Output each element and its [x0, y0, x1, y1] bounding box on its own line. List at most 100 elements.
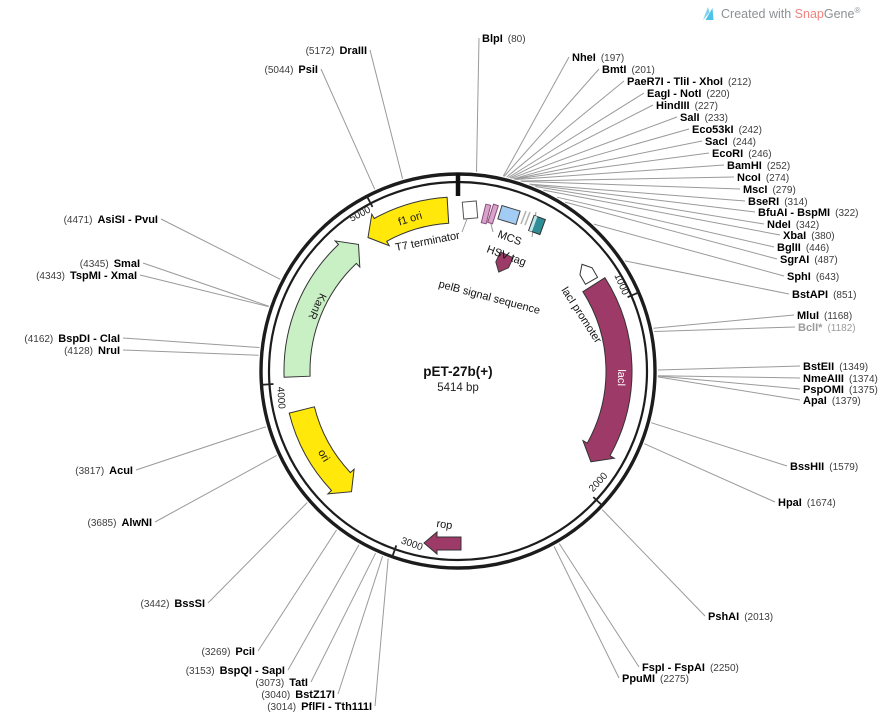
site-leader-line	[553, 546, 620, 679]
site-nhei: NheI (197)	[572, 52, 624, 64]
site-leader-line	[139, 274, 269, 308]
feature-tag-box	[527, 214, 547, 236]
site-leader-line	[310, 552, 377, 683]
tick-mark	[365, 194, 374, 208]
site-leader-line	[530, 184, 756, 213]
site-ncoi: NcoI (274)	[737, 172, 789, 184]
site-leader-line	[521, 180, 741, 190]
site-leader-line	[564, 201, 778, 260]
tick-mark	[627, 291, 640, 299]
site-leader-line	[509, 104, 654, 179]
site-bstz17i: (3040) BstZ17I	[261, 689, 335, 701]
site-ndei: NdeI (342)	[767, 219, 819, 231]
site-bspqi-sapi: (3153) BspQI - SapI	[186, 665, 285, 677]
feature-f1-ori	[367, 196, 450, 247]
feature-laci-promoter-arrow	[579, 263, 599, 285]
tick-label: 4000	[274, 386, 287, 409]
feature-hsv-tag-box	[497, 204, 521, 226]
site-bglii: BglII (446)	[777, 242, 829, 254]
site-ecori: EcoRI (246)	[712, 148, 772, 160]
site-paer7i-tlii-xhoi: PaeR7I - TliI - XhoI (212)	[627, 76, 751, 88]
site-apai: ApaI (1379)	[803, 395, 861, 407]
feature-rop-arrow	[423, 530, 462, 556]
inner-label-pelb-signal-sequence: pelB signal sequence	[437, 278, 541, 317]
site-leader-line	[514, 152, 710, 180]
site-leader-line	[601, 509, 706, 617]
site-xbai: XbaI (380)	[783, 230, 835, 242]
plasmid-size: 5414 bp	[437, 382, 479, 394]
site-leader-line	[160, 218, 281, 280]
site-nmeaiii: NmeAIII (1374)	[803, 373, 878, 385]
inner-label-rop: rop	[436, 518, 453, 532]
site-smai: (4345) SmaI	[80, 258, 140, 270]
site-pflfi-tth111i: (3014) PflFI - Tth111I	[267, 701, 372, 713]
site-leader-line	[502, 56, 570, 177]
inner-leader-line	[461, 218, 468, 233]
site-leader-line	[651, 422, 788, 467]
site-mlui: MluI (1168)	[797, 310, 852, 322]
site-leader-line	[374, 558, 389, 707]
site-tspmi-xmai: (4343) TspMI - XmaI	[36, 270, 137, 282]
feature-tag-box-stripe	[529, 215, 538, 232]
site-sphi: SphI (643)	[787, 271, 839, 283]
site-msci: MscI (279)	[743, 184, 796, 196]
site-leader-line	[593, 223, 785, 277]
feature-mcs-glyph	[487, 203, 499, 225]
site-bsteii: BstEII (1349)	[803, 361, 868, 373]
site-leader-line	[369, 49, 404, 179]
site-bfuai-bspmi: BfuAI - BspMI (322)	[758, 207, 858, 219]
site-bseri: BseRI (314)	[748, 196, 808, 208]
site-saci: SacI (244)	[705, 136, 756, 148]
snapgene-logo-icon	[703, 7, 714, 20]
site-tati: (3073) TatI	[255, 677, 308, 689]
site-leader-line	[207, 502, 308, 604]
site-psii: (5044) PsiI	[265, 64, 318, 76]
feature-t7-terminator-box	[461, 200, 479, 220]
site-leader-line	[543, 189, 781, 236]
site-leader-line	[122, 337, 260, 348]
site-leader-line	[142, 262, 269, 307]
site-leader-line	[535, 186, 765, 225]
site-leader-line	[287, 544, 360, 671]
site-bcli: BclI* (1182)	[798, 322, 856, 334]
site-leader-line	[122, 349, 259, 356]
site-leader-line	[654, 326, 796, 332]
site-leader-line	[513, 140, 703, 180]
site-leader-line	[657, 375, 801, 390]
site-pspomi: PspOMI (1375)	[803, 384, 878, 396]
site-leader-line	[520, 176, 735, 182]
site-ppumi: PpuMI (2275)	[622, 673, 689, 685]
site-leader-line	[513, 128, 690, 180]
feature-kanr	[283, 240, 361, 378]
site-leader-line	[657, 365, 801, 371]
tick-label: 5000	[348, 204, 373, 224]
feature-pelb-signal-marker	[495, 251, 514, 273]
site-eco53ki: Eco53kI (242)	[692, 124, 762, 136]
site-bmti: BmtI (201)	[602, 64, 655, 76]
site-leader-line	[320, 68, 376, 190]
site-leader-line	[657, 375, 801, 379]
site-leader-line	[154, 454, 277, 523]
inner-label-mcs: MCS	[496, 229, 523, 249]
site-leader-line	[653, 314, 795, 329]
site-alwni: (3685) AlwNI	[88, 517, 152, 529]
site-sgrai: SgrAI (487)	[780, 254, 838, 266]
site-sali: SalI (233)	[680, 112, 728, 124]
site-leader-line	[337, 556, 384, 695]
site-leader-line	[503, 68, 600, 177]
site-draiii: (5172) DraIII	[306, 45, 367, 57]
site-hpai: HpaI (1674)	[778, 497, 836, 509]
site-leader-line	[624, 260, 790, 295]
tick-mark	[592, 496, 604, 507]
site-leader-line	[508, 92, 645, 178]
feature-slash-mark	[520, 210, 527, 225]
inner-leader-line	[490, 223, 494, 233]
site-bspdi-clai: (4162) BspDI - ClaI	[24, 333, 120, 345]
plasmid-name: pET-27b(+)	[423, 364, 492, 379]
site-leader-line	[558, 543, 640, 668]
site-bstapi: BstAPI (851)	[792, 289, 856, 301]
site-blpi: BlpI (80)	[482, 33, 526, 45]
site-hindiii: HindIII (227)	[656, 100, 718, 112]
